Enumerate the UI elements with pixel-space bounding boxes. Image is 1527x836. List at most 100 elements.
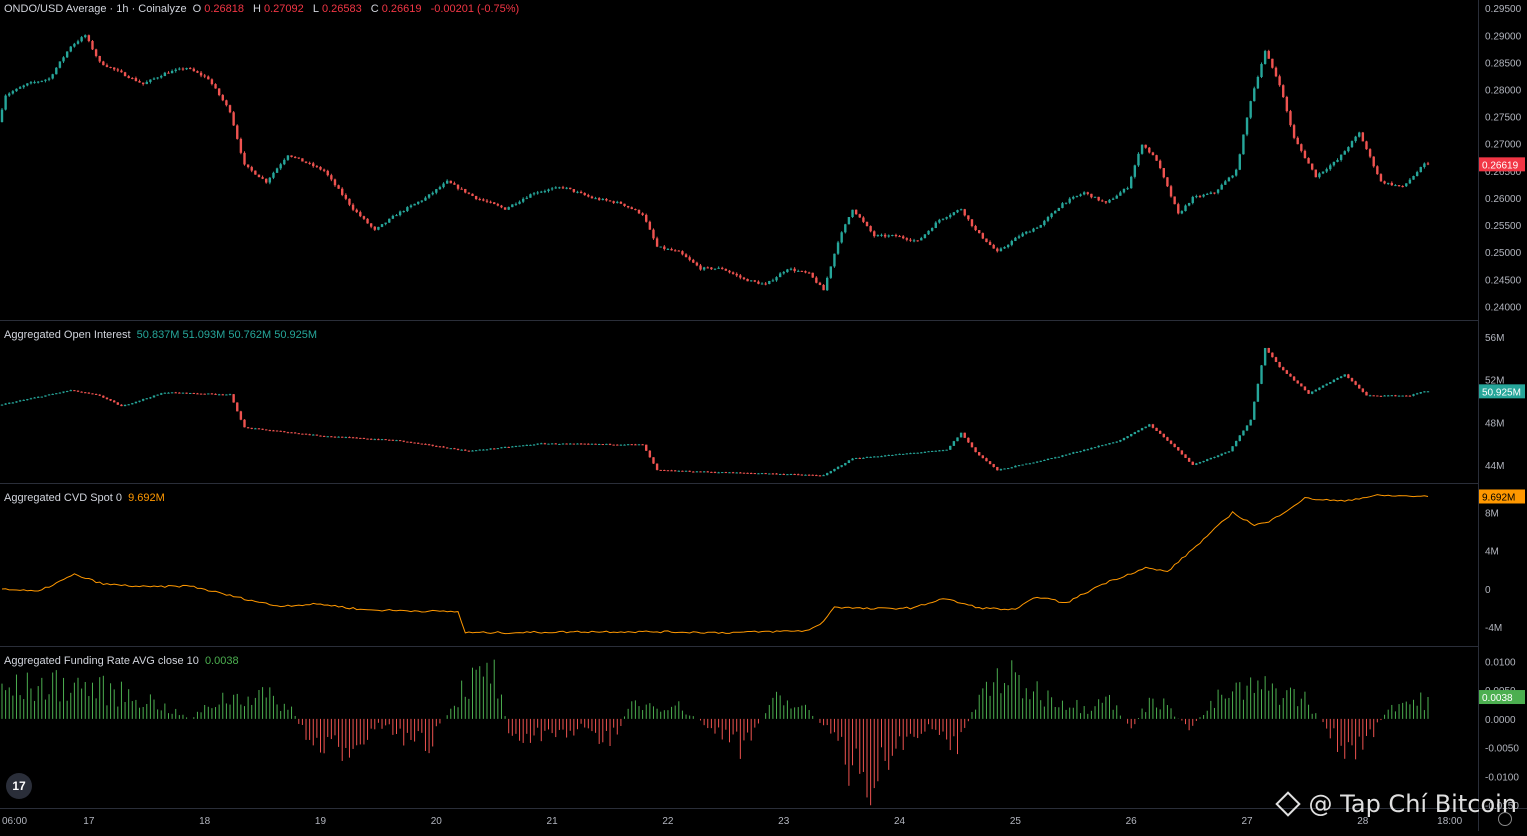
candle-body [120, 70, 123, 73]
candle-body [330, 436, 333, 438]
candle-body [424, 443, 427, 445]
candle-body [1017, 465, 1021, 467]
candle-body [1017, 236, 1021, 238]
candle-body [804, 474, 807, 476]
candle-body [196, 71, 199, 73]
candle-body [1224, 181, 1227, 185]
candle-body [569, 443, 572, 445]
candle-body [1021, 233, 1024, 237]
candle-body [196, 393, 199, 395]
candle-body [1368, 149, 1372, 157]
y-tick-label: -0.0100 [1485, 772, 1519, 783]
candle-body [1097, 445, 1100, 448]
candle-body [1260, 64, 1263, 77]
candle-body [1158, 160, 1162, 169]
candle-body [1177, 204, 1180, 214]
watermark-text: @ Tap Chí Bitcoin [1308, 790, 1517, 818]
candle-body [189, 392, 192, 394]
candle-body [1003, 247, 1006, 249]
candle-body [1162, 168, 1165, 178]
candle-body [909, 239, 912, 241]
candle-body [822, 284, 825, 291]
candle-body [84, 392, 87, 394]
cvd-value: 9.692M [128, 492, 165, 504]
candle-body [532, 444, 536, 446]
settings-icon[interactable] [1498, 812, 1512, 826]
candle-body [199, 72, 203, 76]
x-tick-label: 23 [778, 816, 790, 827]
candle-body [825, 473, 829, 476]
candle-body [1267, 347, 1270, 353]
candle-body [301, 158, 304, 162]
x-tick-label: 17 [83, 816, 95, 827]
candle-body [1162, 433, 1165, 438]
candle-body [883, 455, 887, 457]
candle-body [1285, 370, 1289, 374]
candle-body [1082, 449, 1086, 452]
cvd-title: Aggregated CVD Spot 0 [4, 492, 123, 504]
candle-body [597, 444, 601, 446]
candle-body [1043, 460, 1046, 462]
candle-body [366, 438, 369, 440]
candle-body [420, 200, 424, 202]
fr-title: Aggregated Funding Rate AVG close 10 [4, 655, 199, 667]
candle-body [1274, 67, 1278, 77]
candle-body [1300, 383, 1303, 387]
candle-body [1032, 228, 1035, 232]
candle-body [590, 443, 594, 445]
candle-body [369, 438, 373, 440]
x-tick-label: 21 [547, 816, 559, 827]
candle-body [348, 437, 351, 439]
candle-body [677, 250, 681, 252]
candle-body [272, 172, 275, 178]
candle-body [1133, 432, 1137, 435]
candle-body [496, 448, 500, 450]
candle-body [1390, 182, 1394, 186]
candle-body [927, 230, 930, 235]
candle-body [406, 207, 409, 212]
candle-body [1014, 237, 1017, 242]
x-tick-label: 06:00 [2, 816, 27, 827]
candle-body [1397, 185, 1401, 187]
candle-body [1104, 444, 1108, 446]
candle-body [341, 436, 344, 438]
candle-body [1173, 196, 1176, 205]
candle-body [521, 198, 525, 202]
y-tick-label: 0.24000 [1485, 302, 1522, 313]
candle-body [44, 395, 47, 397]
candle-body [1256, 383, 1260, 402]
candle-body [934, 450, 937, 452]
candle-body [782, 272, 785, 274]
candle-body [257, 428, 261, 430]
candle-body [797, 270, 800, 272]
candle-body [250, 427, 253, 429]
candle-body [583, 443, 586, 445]
candle-body [945, 449, 948, 451]
candle-body [735, 273, 738, 276]
candle-body [33, 82, 36, 84]
candle-body [1195, 196, 1198, 198]
candle-body [1216, 455, 1220, 457]
candle-body [511, 204, 514, 208]
candle-body [681, 251, 684, 255]
candle-body [655, 238, 659, 247]
candle-body [1300, 144, 1303, 151]
candle-body [529, 194, 532, 198]
candle-body [1126, 436, 1129, 439]
candle-body [1079, 451, 1082, 453]
candle-body [999, 469, 1003, 471]
candle-body [565, 187, 568, 189]
tradingview-logo-icon[interactable]: 17 [6, 773, 32, 799]
candle-body [362, 437, 366, 439]
candle-body [102, 395, 105, 398]
candle-body [851, 209, 854, 218]
candle-body [76, 41, 80, 44]
candle-body [217, 394, 221, 396]
candle-body [1408, 395, 1412, 397]
candle-body [865, 456, 869, 458]
candle-body [1249, 101, 1252, 118]
candle-body [1321, 385, 1325, 388]
y-tick-label: 0.28000 [1485, 85, 1522, 96]
